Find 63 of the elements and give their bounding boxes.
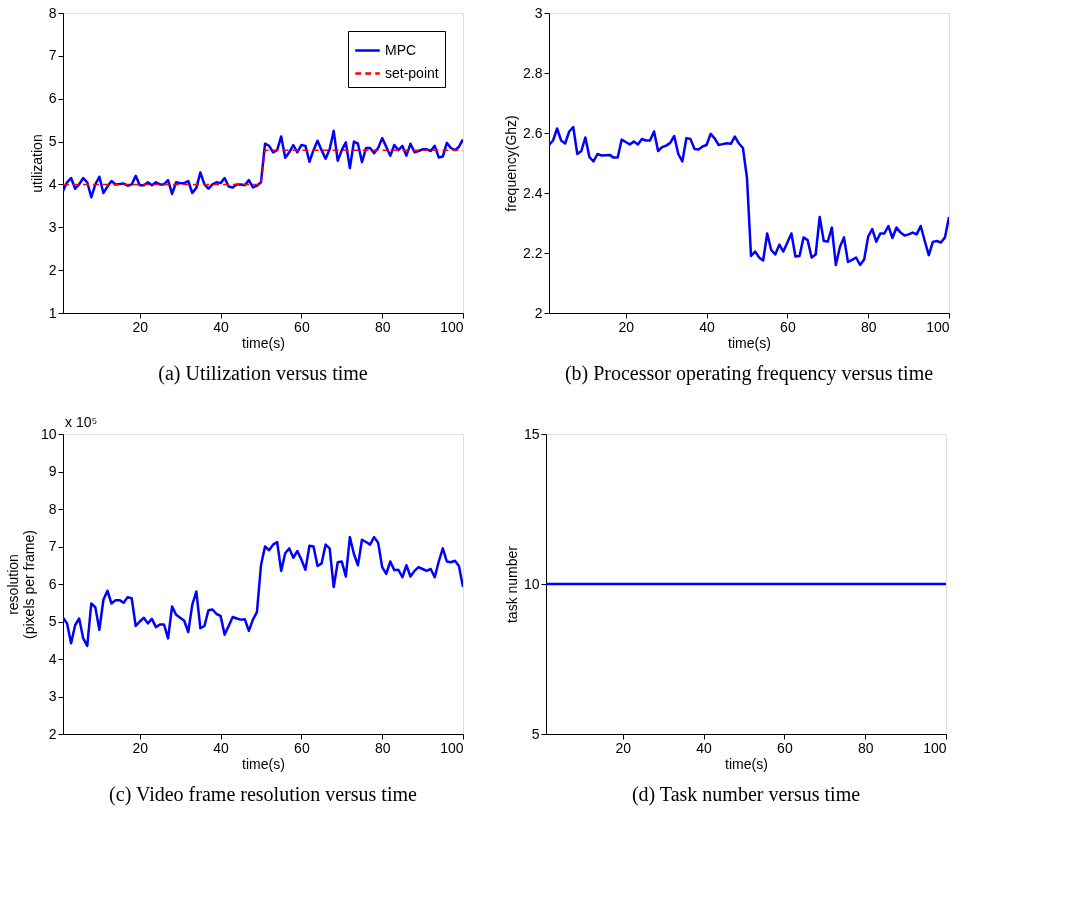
x-tick-label: 80	[374, 318, 391, 335]
x-tick-label: 20	[618, 318, 635, 335]
x-tick-label: 40	[699, 318, 716, 335]
y-tick-label: 6	[48, 575, 57, 592]
y-tick-label: 5	[531, 725, 540, 742]
legend-label: MPC	[385, 41, 417, 58]
legend-label: set-point	[385, 64, 439, 81]
y-tick-label: 5	[48, 613, 57, 629]
y-tick-label: 7	[48, 47, 57, 64]
text: (d) Task number versus time	[631, 783, 861, 806]
x-tick-label: 100	[926, 318, 950, 335]
y-axis-title: utilization	[28, 134, 45, 193]
x-tick-label: 100	[440, 318, 464, 335]
x-tick-label: 20	[615, 739, 632, 756]
x-tick-label: 80	[860, 318, 877, 335]
y-tick-label: 2.4	[523, 184, 543, 201]
text: x 10⁵	[65, 414, 98, 430]
x-axis-title: time(s)	[725, 755, 768, 772]
y-tick-label: 3	[48, 688, 57, 704]
y-tick-label: 2	[48, 261, 57, 278]
y-tick-label: 4	[48, 175, 57, 192]
text: (a) Utilization versus time	[158, 362, 368, 385]
x-tick-label: 80	[857, 739, 874, 756]
y-tick-label: 4	[48, 650, 57, 667]
y-tick-label: 10	[523, 575, 540, 592]
y-tick-label: 2.2	[523, 244, 543, 261]
y-tick-label: 2	[534, 304, 543, 321]
line-series	[549, 125, 949, 267]
y-tick-label: 3	[48, 218, 57, 235]
y-tick-label: 7	[48, 538, 57, 554]
x-tick-label: 80	[374, 739, 391, 756]
x-tick-label: 60	[294, 318, 310, 335]
y-tick-label: 8	[48, 500, 57, 517]
y-tick-label: 8	[48, 4, 57, 21]
y-tick-label: 9	[48, 463, 57, 479]
text: (b) Processor operating frequency versus time	[564, 362, 934, 385]
x-tick-label: 20	[132, 739, 149, 756]
y-tick-label: 2.6	[523, 124, 543, 141]
x-tick-label: 100	[440, 739, 464, 756]
x-axis-title: time(s)	[242, 755, 285, 772]
x-tick-label: 40	[213, 318, 230, 335]
x-tick-label: 100	[923, 739, 947, 756]
x-axis-title: time(s)	[728, 334, 771, 351]
y-tick-label: 1	[48, 304, 57, 321]
y-axis-title: resolution (pixels per frame)	[4, 530, 37, 639]
y-tick-label: 10	[40, 425, 57, 442]
y-tick-label: 6	[48, 90, 57, 107]
y-axis-title: task number	[503, 545, 520, 624]
x-tick-label: 60	[780, 318, 796, 335]
x-tick-label: 40	[213, 739, 230, 756]
text: (c) Video frame resolution versus time	[109, 783, 418, 806]
y-tick-label: 3	[534, 4, 543, 21]
y-tick-label: 2.8	[523, 64, 543, 81]
y-tick-label: 15	[523, 425, 540, 442]
y-axis-title: frequency(Ghz)	[503, 115, 520, 212]
y-tick-label: 2	[48, 725, 57, 742]
x-tick-label: 40	[696, 739, 713, 756]
y-tick-label: 5	[48, 133, 57, 150]
x-tick-label: 60	[777, 739, 793, 756]
x-tick-label: 20	[132, 318, 149, 335]
x-axis-title: time(s)	[242, 334, 285, 351]
line-series	[63, 535, 463, 648]
x-tick-label: 60	[294, 739, 310, 756]
